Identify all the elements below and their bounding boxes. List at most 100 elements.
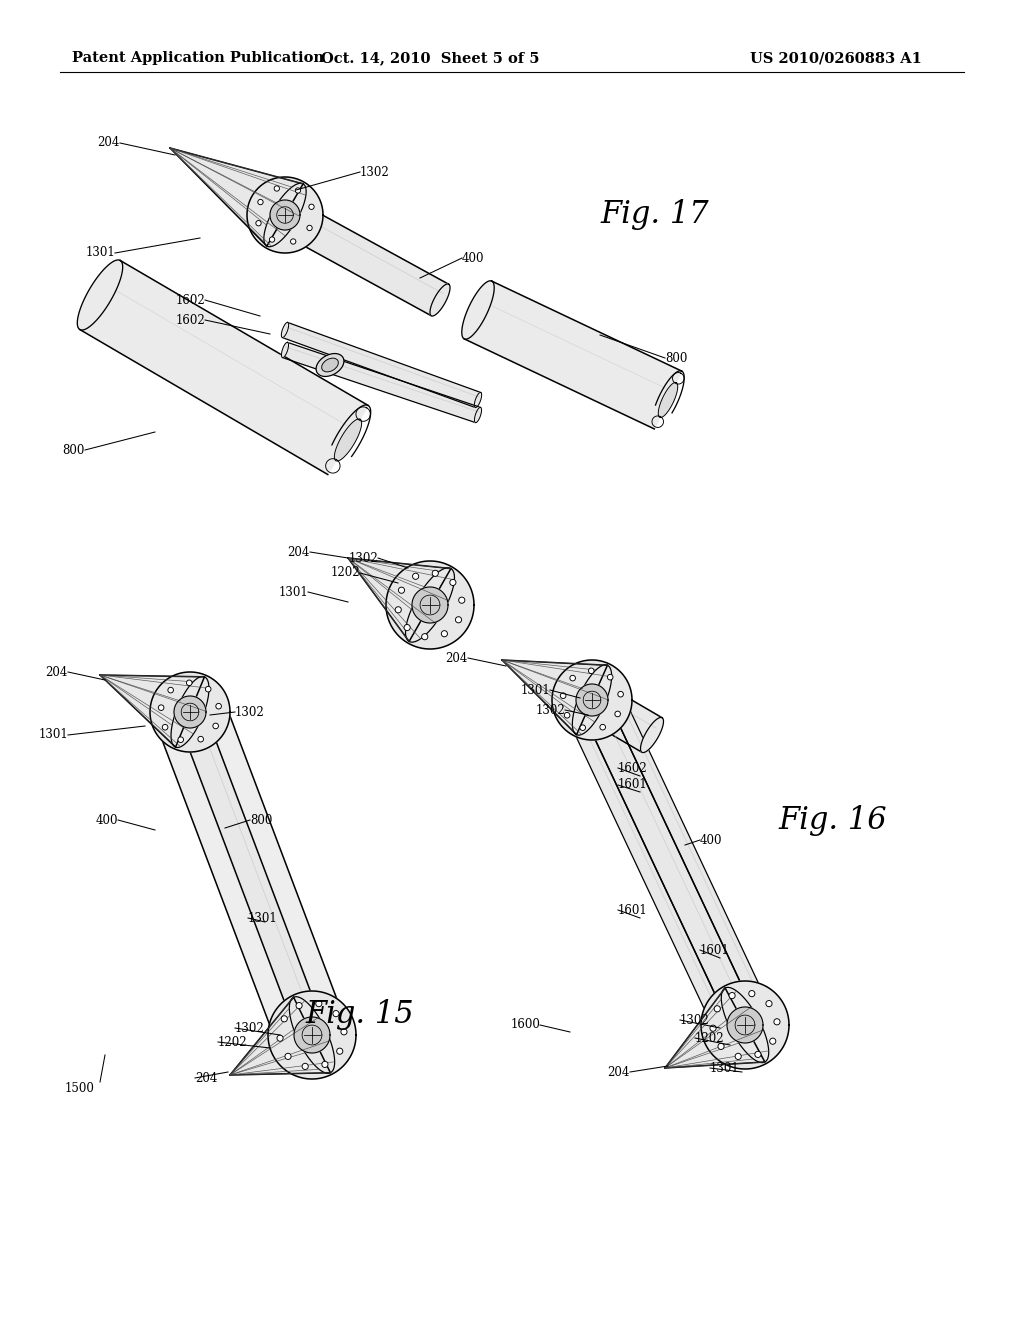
Polygon shape: [721, 987, 769, 1063]
Circle shape: [309, 205, 314, 210]
Text: 400: 400: [700, 833, 723, 846]
Polygon shape: [348, 558, 451, 642]
Circle shape: [395, 607, 401, 612]
Polygon shape: [270, 201, 300, 230]
Text: 204: 204: [288, 545, 310, 558]
Circle shape: [580, 725, 586, 730]
Text: 1302: 1302: [360, 165, 390, 178]
Circle shape: [178, 737, 183, 742]
Text: Patent Application Publication: Patent Application Publication: [72, 51, 324, 65]
Polygon shape: [552, 660, 632, 741]
Circle shape: [256, 220, 261, 226]
Circle shape: [614, 711, 621, 717]
Circle shape: [341, 1028, 347, 1035]
Polygon shape: [565, 706, 732, 1038]
Circle shape: [258, 199, 263, 205]
Circle shape: [295, 187, 301, 193]
Circle shape: [274, 186, 280, 191]
Text: 1301: 1301: [85, 247, 115, 260]
Polygon shape: [502, 660, 607, 735]
Circle shape: [774, 1019, 780, 1024]
Circle shape: [589, 668, 594, 673]
Text: 1601: 1601: [618, 903, 648, 916]
Text: 1301: 1301: [279, 586, 308, 598]
Circle shape: [749, 990, 755, 997]
Text: 400: 400: [462, 252, 484, 264]
Text: 1302: 1302: [234, 1022, 265, 1035]
Polygon shape: [727, 1007, 763, 1043]
Polygon shape: [474, 392, 481, 408]
Circle shape: [337, 1048, 343, 1055]
Circle shape: [186, 680, 193, 685]
Polygon shape: [156, 696, 224, 729]
Circle shape: [276, 1035, 283, 1041]
Text: Fig. 16: Fig. 16: [778, 804, 887, 836]
Polygon shape: [581, 682, 603, 718]
Polygon shape: [174, 696, 206, 729]
Polygon shape: [430, 284, 450, 315]
Polygon shape: [462, 281, 495, 339]
Circle shape: [617, 692, 624, 697]
Polygon shape: [580, 694, 758, 1031]
Polygon shape: [294, 1016, 330, 1053]
Polygon shape: [412, 587, 449, 623]
Circle shape: [322, 1061, 328, 1068]
Polygon shape: [157, 700, 346, 1048]
Text: 1202: 1202: [331, 566, 360, 579]
Circle shape: [564, 713, 570, 718]
Ellipse shape: [322, 358, 338, 372]
Text: 204: 204: [195, 1072, 217, 1085]
Polygon shape: [290, 997, 335, 1073]
Text: 800: 800: [665, 351, 687, 364]
Circle shape: [206, 686, 211, 692]
Text: 204: 204: [607, 1065, 630, 1078]
Text: 1202: 1202: [695, 1031, 725, 1044]
Circle shape: [432, 570, 438, 577]
Polygon shape: [604, 688, 772, 1019]
Polygon shape: [406, 568, 455, 642]
Polygon shape: [386, 561, 474, 649]
Text: 1600: 1600: [510, 1019, 540, 1031]
Circle shape: [718, 1043, 724, 1049]
Circle shape: [450, 579, 456, 586]
Circle shape: [162, 725, 168, 730]
Text: 1601: 1601: [700, 944, 730, 957]
Text: US 2010/0260883 A1: US 2010/0260883 A1: [750, 51, 922, 65]
Polygon shape: [658, 383, 678, 417]
Circle shape: [398, 587, 404, 593]
Text: 204: 204: [445, 652, 468, 664]
Text: 1302: 1302: [234, 705, 265, 718]
Circle shape: [560, 693, 566, 698]
Text: 800: 800: [250, 813, 272, 826]
Circle shape: [422, 634, 428, 640]
Polygon shape: [276, 199, 449, 315]
Text: 1601: 1601: [618, 779, 648, 792]
Circle shape: [213, 723, 218, 729]
Circle shape: [607, 675, 613, 680]
Polygon shape: [100, 675, 205, 747]
Text: 1602: 1602: [175, 293, 205, 306]
Circle shape: [413, 573, 419, 579]
Polygon shape: [230, 997, 331, 1074]
Text: 1602: 1602: [175, 314, 205, 326]
Circle shape: [285, 1053, 291, 1060]
Polygon shape: [335, 418, 361, 461]
Polygon shape: [80, 260, 369, 474]
Polygon shape: [582, 682, 663, 752]
Circle shape: [282, 1015, 288, 1022]
Circle shape: [315, 1001, 322, 1007]
Polygon shape: [282, 322, 289, 338]
Polygon shape: [640, 718, 664, 752]
Circle shape: [456, 616, 462, 623]
Polygon shape: [170, 148, 303, 246]
Polygon shape: [171, 676, 209, 747]
Text: 1301: 1301: [710, 1061, 739, 1074]
Circle shape: [710, 1026, 716, 1031]
Polygon shape: [282, 342, 289, 358]
Circle shape: [291, 239, 296, 244]
Polygon shape: [247, 177, 323, 253]
Ellipse shape: [316, 354, 344, 376]
Polygon shape: [665, 987, 765, 1068]
Polygon shape: [177, 708, 325, 1040]
Text: 1202: 1202: [218, 1035, 248, 1048]
